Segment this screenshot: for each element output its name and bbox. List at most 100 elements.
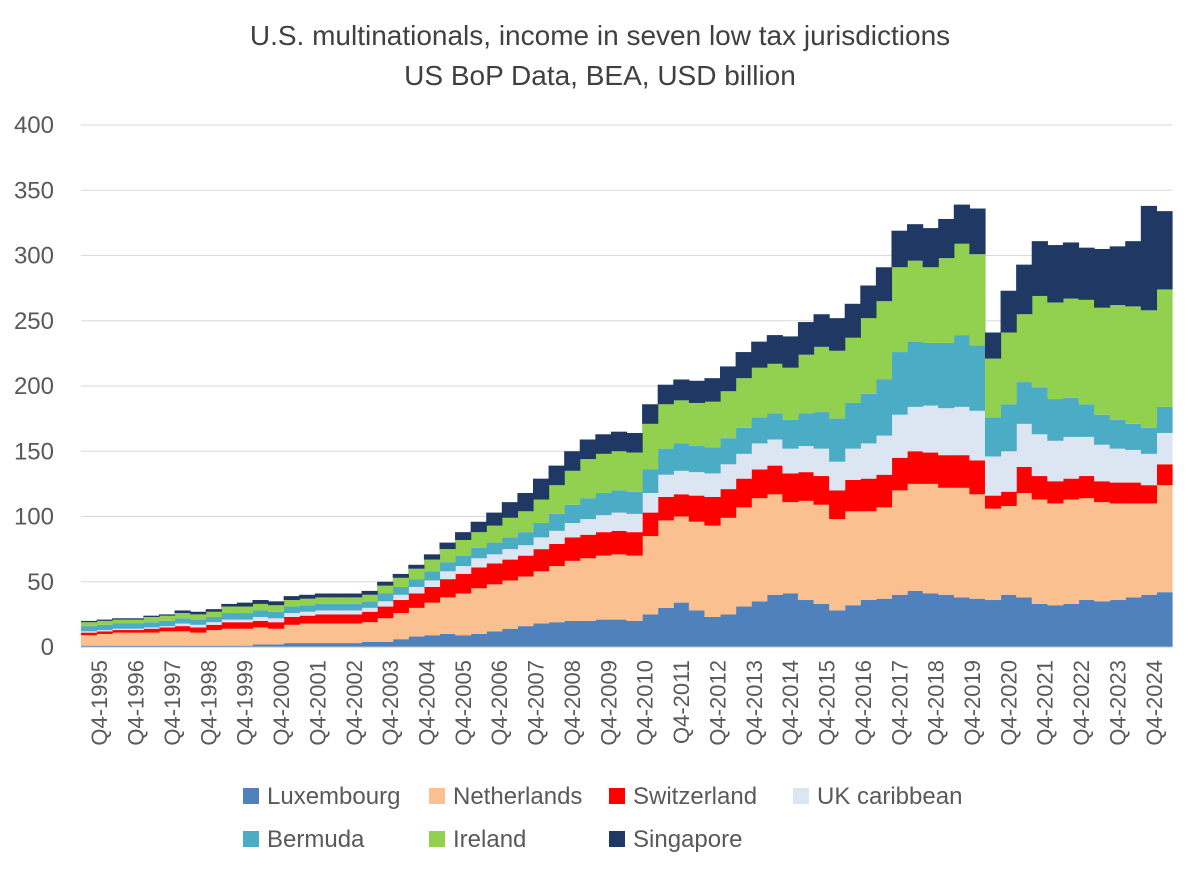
bar-segment	[330, 603, 347, 611]
bar-segment	[174, 631, 191, 646]
bar-segment	[657, 607, 674, 647]
bar-segment	[252, 627, 269, 645]
bar-segment	[953, 406, 970, 456]
bar-segment	[844, 479, 861, 512]
bar-segment	[252, 603, 269, 611]
bar-segment	[751, 498, 768, 602]
bar-segment	[236, 606, 254, 614]
bar-segment	[517, 532, 534, 546]
bar-segment	[532, 523, 550, 538]
bar-segment	[673, 379, 690, 401]
bar-segment	[1062, 499, 1080, 604]
bar-segment	[1156, 485, 1173, 593]
bar-segment	[657, 384, 674, 405]
legend-swatch	[609, 788, 625, 804]
bar-segment	[626, 532, 643, 556]
bar-segment	[408, 579, 425, 587]
bar-segment	[813, 314, 830, 347]
x-tick-label: Q4-2021	[1033, 660, 1058, 746]
bar-segment	[1109, 503, 1126, 601]
bar-segment	[127, 632, 144, 646]
bar-segment	[252, 610, 269, 617]
bar-segment	[330, 643, 347, 647]
bar-segment	[361, 622, 378, 642]
bar-segment	[1125, 597, 1142, 647]
bar-segment	[548, 622, 565, 647]
bar-segment	[423, 554, 441, 560]
bar-segment	[470, 633, 487, 647]
bar-segment	[860, 600, 877, 647]
bar-segment	[408, 568, 425, 580]
bar-segment	[1125, 482, 1142, 504]
bar-segment	[704, 616, 721, 647]
bar-segment	[1047, 440, 1064, 482]
bar-segment	[907, 224, 924, 261]
bar-segment	[174, 613, 191, 619]
bar-segment	[361, 594, 378, 602]
bar-segment	[268, 611, 285, 619]
bar-segment	[1094, 601, 1111, 647]
bar-segment	[517, 555, 534, 577]
bar-segment	[688, 495, 706, 522]
x-tick-label: Q4-2002	[342, 660, 367, 746]
bar-segment	[1047, 302, 1064, 400]
bar-segment	[860, 443, 877, 479]
chart-subtitle: US BoP Data, BEA, USD billion	[404, 60, 796, 91]
bar-segment	[595, 453, 612, 494]
bar-segment	[844, 402, 861, 449]
bar-segment	[1047, 605, 1064, 647]
bar-segment	[1078, 600, 1095, 647]
bar-segment	[860, 511, 877, 601]
bar-segment	[1125, 241, 1142, 307]
legend-item-switzerland: Switzerland	[609, 783, 757, 810]
bar-segment	[984, 456, 1002, 496]
bar-segment	[268, 622, 285, 629]
bar-segment	[1031, 387, 1048, 435]
bar-segment	[143, 632, 160, 646]
bar-segment	[112, 623, 129, 629]
bar-segment	[252, 644, 269, 647]
bar-segment	[626, 432, 643, 453]
bar-segment	[221, 645, 238, 647]
bar-segment	[673, 516, 690, 603]
bar-segment	[392, 639, 409, 647]
x-tick-label: Q4-2013	[742, 660, 767, 746]
bar-segment	[610, 530, 628, 555]
bar-segment	[938, 594, 955, 647]
bar-segment	[969, 410, 986, 461]
bar-segment	[844, 448, 861, 480]
bar-segment	[813, 448, 830, 477]
bar-segment	[423, 635, 441, 647]
bar-segment	[112, 645, 129, 647]
bar-segment	[1016, 597, 1033, 647]
bar-segment	[96, 624, 113, 631]
bar-segment	[642, 493, 659, 513]
y-tick-label: 200	[14, 373, 54, 400]
bar-segment	[1078, 476, 1095, 499]
series-luxembourg	[81, 590, 1173, 648]
bar-segment	[844, 605, 861, 647]
bar-segment	[829, 610, 846, 647]
series-uk-caribbean	[81, 405, 1173, 633]
bar-segment	[392, 573, 409, 578]
bar-segment	[642, 512, 659, 537]
bar-segment	[330, 593, 347, 598]
bar-segment	[829, 418, 846, 462]
bar-segment	[564, 523, 581, 538]
bar-segment	[922, 267, 939, 343]
bar-segment	[610, 490, 628, 513]
bar-segment	[314, 623, 331, 644]
bar-segment	[190, 611, 207, 615]
bar-segment	[377, 641, 394, 647]
bar-segment	[735, 453, 752, 479]
x-tick-label: Q4-2001	[305, 660, 330, 746]
y-tick-label: 150	[14, 438, 54, 465]
bar-segment	[1078, 299, 1095, 405]
bar-segment	[595, 555, 612, 620]
bar-segment	[439, 579, 456, 598]
bar-segment	[907, 483, 924, 591]
bar-segment	[439, 549, 456, 563]
y-tick-label: 0	[41, 634, 54, 661]
bar-segment	[969, 494, 986, 599]
